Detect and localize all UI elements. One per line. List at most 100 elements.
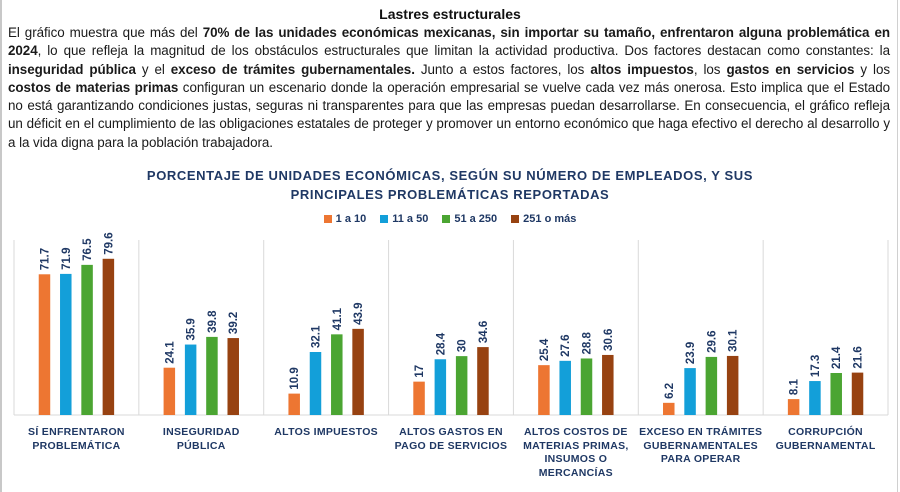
data-label: 25.4 — [539, 338, 551, 361]
body-text: , lo que refleja la magnitud de los obst… — [37, 43, 890, 59]
category-label-line: CORRUPCIÓN — [788, 426, 863, 438]
bar — [309, 352, 322, 415]
category-label: ALTOS GASTOS EN PAGO DE SERVICIOS — [389, 426, 514, 453]
bar — [559, 360, 571, 415]
bar — [38, 274, 51, 415]
chart-legend: 1 a 10 11 a 50 51 a 250 251 o más — [0, 213, 900, 225]
legend-item-1-a-10: 1 a 10 — [323, 213, 367, 225]
bar — [851, 372, 864, 415]
category-label-line: INSEGURIDAD — [162, 426, 240, 438]
bar — [538, 365, 550, 415]
data-label: 28.8 — [582, 331, 594, 354]
bar — [787, 399, 800, 415]
body-text: y el — [135, 61, 171, 77]
category-label-line: ALTOS GASTOS EN — [399, 426, 503, 438]
body-text: Junto a estos factores, los — [414, 61, 591, 77]
data-label: 76.5 — [82, 238, 94, 261]
bar — [455, 356, 468, 415]
bar — [331, 334, 343, 415]
data-label: 34.6 — [478, 321, 490, 343]
legend-label: 51 a 250 — [454, 213, 498, 225]
legend-swatch — [380, 215, 389, 223]
bar — [602, 354, 614, 415]
bar — [809, 381, 821, 415]
bar — [102, 258, 115, 415]
bar — [684, 368, 696, 415]
bar — [580, 358, 593, 415]
category-label: ALTOS IMPUESTOS — [264, 426, 389, 440]
bar — [352, 328, 364, 415]
legend-label: 251 o más — [523, 213, 577, 225]
emphasis-text: exceso de trámites gubernamentales. — [170, 61, 415, 77]
legend-swatch — [442, 215, 451, 223]
chart-title: PORCENTAJE DE UNIDADES ECONÓMICAS, SEGÚN… — [0, 166, 900, 204]
data-label: 32.1 — [310, 325, 322, 348]
data-label: 6.2 — [664, 383, 676, 399]
frame-border-right — [897, 0, 898, 492]
data-label: 79.6 — [103, 232, 115, 254]
data-label: 71.9 — [61, 248, 73, 270]
category-label-line: GUBERNAMENTAL — [775, 439, 876, 452]
legend-item-11-a-50: 11 a 50 — [380, 213, 428, 225]
category-label-line: PARA OPERAR — [660, 453, 741, 465]
bar — [206, 336, 218, 415]
category-label-line: EXCESO EN TRÁMITES — [639, 426, 763, 438]
data-label: 17 — [414, 365, 426, 378]
data-label: 30.1 — [728, 329, 740, 352]
category-label: EXCESO EN TRÁMITES GUBERNAMENTALES PARA OP… — [638, 426, 763, 467]
document-title: Lastres estructurales — [379, 6, 521, 22]
legend-item-251-o-mas: 251 o más — [511, 213, 576, 225]
data-label: 17.3 — [810, 355, 822, 377]
data-label: 71.7 — [39, 248, 51, 270]
category-label: INSEGURIDAD PÚBLICA — [139, 426, 264, 453]
data-label: 43.9 — [353, 302, 365, 324]
category-label-line: INSUMOS O — [544, 453, 608, 465]
data-label: 8.1 — [789, 379, 801, 396]
data-label: 30.6 — [603, 329, 615, 351]
bar — [227, 338, 239, 415]
category-label-line: ALTOS COSTOS DE — [524, 426, 628, 438]
legend-swatch — [511, 215, 520, 223]
category-label: SÍ ENFRENTARON PROBLEMÁTICA — [14, 426, 139, 453]
category-label-line: PÚBLICA — [176, 439, 226, 452]
bar — [413, 381, 425, 415]
bar — [163, 367, 176, 415]
bar — [663, 402, 675, 415]
category-label-line: ALTOS IMPUESTOS — [274, 426, 378, 438]
bar — [705, 356, 718, 415]
emphasis-text: 70% de las unidades económicas mexicanas… — [8, 25, 890, 59]
body-text: , los — [693, 61, 727, 77]
data-label: 41.1 — [332, 307, 344, 330]
body-text: configuran un escenario donde la operaci… — [8, 79, 890, 150]
legend-label: 1 a 10 — [335, 213, 367, 225]
category-label-line: GUBERNAMENTALES — [643, 439, 758, 452]
bar — [288, 393, 300, 415]
data-label: 39.8 — [207, 310, 219, 333]
data-label: 21.4 — [831, 346, 843, 369]
category-label-line: PROBLEMÁTICA — [32, 439, 121, 452]
emphasis-text: inseguridad pública — [8, 61, 136, 77]
emphasis-text: costos de materias primas — [8, 79, 179, 95]
bar — [726, 355, 739, 415]
emphasis-text: gastos en servicios — [726, 61, 855, 77]
bar — [81, 264, 93, 415]
data-label: 39.2 — [228, 312, 240, 334]
emphasis-text: altos impuestos — [590, 61, 694, 77]
data-label: 27.6 — [560, 334, 572, 356]
data-label: 10.9 — [289, 367, 301, 389]
bar — [477, 347, 489, 415]
legend-label: 11 a 50 — [392, 213, 429, 225]
data-label: 29.6 — [706, 331, 718, 353]
category-label-line: MATERIAS PRIMAS, — [523, 439, 629, 452]
frame-border-left — [0, 0, 2, 492]
category-label: CORRUPCIÓN GUBERNAMENTAL — [763, 426, 888, 453]
category-label-line: MERCANCÍAS — [538, 466, 613, 479]
data-label: 23.9 — [685, 342, 697, 364]
data-label: 28.4 — [435, 332, 447, 355]
body-text: El gráfico muestra que más del — [8, 25, 203, 40]
bar — [830, 373, 842, 415]
body-text: y los — [854, 61, 890, 77]
bar — [60, 273, 72, 415]
bar — [434, 359, 447, 415]
data-label: 24.1 — [164, 341, 176, 364]
